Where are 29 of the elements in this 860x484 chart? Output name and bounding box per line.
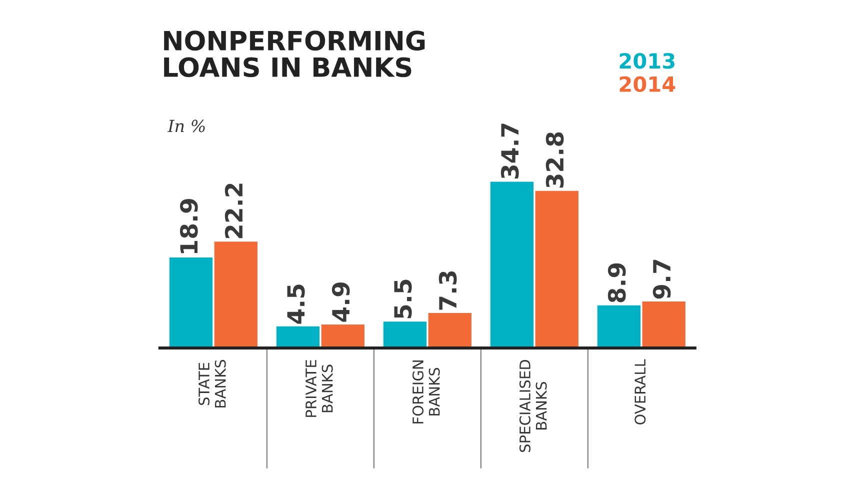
text: 2013 bbox=[620, 53, 674, 69]
data-label: 32.8 bbox=[546, 132, 564, 188]
bar bbox=[321, 324, 364, 348]
bar bbox=[214, 242, 258, 348]
bar bbox=[169, 257, 213, 348]
data-label: 4.9 bbox=[332, 282, 350, 322]
bar bbox=[428, 313, 472, 348]
bar bbox=[642, 302, 686, 348]
bar bbox=[276, 326, 320, 348]
data-label: 22.2 bbox=[224, 184, 242, 238]
data-label: 4.5 bbox=[287, 284, 305, 324]
x-tick-label: OVERALL bbox=[634, 359, 646, 424]
x-tick-label: SPECIALISED BANKS bbox=[519, 360, 547, 452]
bar bbox=[490, 182, 534, 348]
data-label: 34.7 bbox=[500, 124, 519, 178]
x-tick-label: STATE BANKS bbox=[198, 360, 226, 408]
chart-title: NONPERFORMING LOANS IN BANKS bbox=[164, 30, 425, 78]
chart-subtitle: In % bbox=[167, 120, 205, 132]
data-label: 7.3 bbox=[438, 271, 457, 310]
bar bbox=[383, 322, 427, 348]
data-label: 5.5 bbox=[394, 280, 412, 318]
bar bbox=[597, 305, 640, 348]
text: 2014 bbox=[620, 76, 676, 92]
data-label: 9.7 bbox=[652, 260, 671, 299]
x-tick-label: PRIVATE BANKS bbox=[306, 360, 333, 417]
x-tick-label: FOREIGN BANKS bbox=[412, 360, 440, 424]
data-label: 8.9 bbox=[608, 263, 626, 302]
data-label: 18.9 bbox=[180, 199, 198, 254]
bar bbox=[535, 190, 578, 348]
